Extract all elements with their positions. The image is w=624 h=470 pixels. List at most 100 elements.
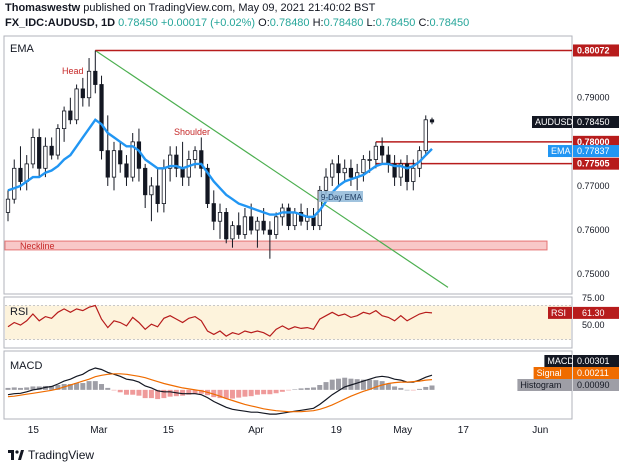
published-text: published on TradingView.com, May 09, 20… — [83, 2, 376, 14]
x-tick-label: 15 — [163, 425, 175, 436]
histogram-bar — [323, 382, 329, 390]
candle — [68, 110, 73, 121]
rsi-pane-title: RSI — [10, 306, 28, 318]
histogram-bar — [348, 378, 354, 390]
rsi-pane — [3, 296, 573, 349]
x-tick-label: 19 — [331, 425, 343, 436]
histogram-bar — [80, 383, 86, 390]
x-tick-label: Apr — [248, 425, 264, 436]
candle — [274, 216, 279, 235]
candle — [361, 159, 366, 174]
price-tick-label: 0.76000 — [577, 225, 610, 235]
candle — [80, 88, 85, 99]
candle — [311, 216, 316, 227]
candle — [136, 141, 142, 169]
histogram-bar — [92, 381, 98, 390]
candle — [386, 154, 391, 165]
price-tick-label: 0.79000 — [577, 93, 610, 103]
x-tick-label: Mar — [90, 425, 108, 436]
candle — [286, 207, 291, 227]
macd-line — [7, 367, 433, 415]
symbol: FX_IDC:AUDUSD, 1D — [5, 17, 116, 29]
level-price-box — [573, 44, 619, 57]
histogram-bar — [298, 388, 304, 390]
candle — [99, 84, 104, 152]
last-price: 0.78450 — [118, 17, 158, 29]
candle — [192, 150, 198, 160]
brand-name: TradingView — [28, 448, 95, 462]
histogram-bar — [404, 389, 410, 391]
x-tick-label: May — [393, 425, 412, 436]
candle — [149, 185, 154, 196]
signal-line — [7, 373, 433, 413]
symbol-info: FX_IDC:AUDUSD, 1D 0.78450 +0.00017 (+0.0… — [5, 17, 469, 29]
candle — [373, 145, 378, 160]
macd-value-box — [573, 355, 619, 367]
candle — [111, 150, 117, 178]
change: +0.00017 (+0.02%) — [160, 17, 256, 29]
tradingview-brand[interactable]: TradingView — [8, 448, 94, 462]
candle — [298, 212, 304, 222]
histogram-bar — [192, 389, 198, 394]
candle — [24, 163, 29, 182]
histogram-bar — [217, 389, 223, 399]
shoulder-annotation: Shoulder — [174, 127, 210, 137]
macd-name-label: Histogram — [520, 380, 561, 390]
histogram-bar — [123, 389, 129, 395]
macd-value-box — [573, 379, 619, 391]
histogram-bar — [273, 389, 279, 394]
candle — [86, 70, 92, 99]
macd-name-box — [544, 355, 572, 367]
price-value-label: 0.78450 — [577, 117, 610, 127]
ema-note-box — [319, 191, 363, 202]
ema-value-label: 0.77837 — [577, 146, 610, 156]
open-value: 0.78480 — [269, 17, 310, 29]
macd-name-label: MACD — [547, 356, 574, 366]
rsi-band — [5, 305, 571, 340]
price-value-box — [573, 116, 619, 128]
rsi-tick-label: 50.00 — [582, 320, 605, 330]
histogram-bar — [392, 386, 398, 390]
rsi-tick-label: 75.00 — [582, 293, 605, 303]
histogram-bar — [24, 387, 30, 390]
histogram-bar — [99, 384, 105, 390]
candle — [199, 150, 204, 169]
open-label: O: — [258, 17, 270, 29]
histogram-bar — [429, 385, 435, 390]
histogram-bar — [410, 389, 416, 391]
histogram-bar — [261, 389, 267, 395]
level-price-label: 0.80072 — [577, 45, 610, 55]
candle — [224, 212, 229, 240]
histogram-bar — [311, 387, 317, 390]
histogram-bar — [180, 389, 186, 396]
histogram-bar — [417, 388, 423, 390]
macd-name-label: Signal — [537, 368, 562, 378]
candle — [105, 150, 110, 178]
histogram-bar — [354, 379, 360, 390]
publish-info: Thomaswestw published on TradingView.com… — [5, 2, 375, 14]
histogram-bar — [342, 377, 348, 390]
x-tick-label: 15 — [28, 425, 40, 436]
candle — [267, 229, 272, 235]
ema-name-box — [548, 145, 572, 158]
low-value: 0.78450 — [375, 17, 416, 29]
histogram-bar — [198, 389, 204, 394]
macd-pane-title: MACD — [10, 360, 42, 372]
macd-value-label: 0.00211 — [577, 368, 609, 378]
candle — [161, 167, 166, 204]
close-label: C: — [418, 17, 430, 29]
level-price-label: 0.78000 — [577, 137, 610, 147]
histogram-bar — [136, 389, 142, 396]
histogram-bar — [49, 385, 55, 390]
ema-value-box — [573, 145, 619, 158]
candle — [261, 220, 266, 231]
candle — [186, 159, 191, 178]
histogram-bar — [223, 389, 229, 399]
low-label: L: — [366, 17, 376, 29]
candle — [404, 163, 410, 182]
histogram-bar — [373, 380, 379, 390]
histogram-bar — [229, 389, 235, 399]
trendline — [94, 49, 449, 288]
candle — [255, 220, 260, 231]
